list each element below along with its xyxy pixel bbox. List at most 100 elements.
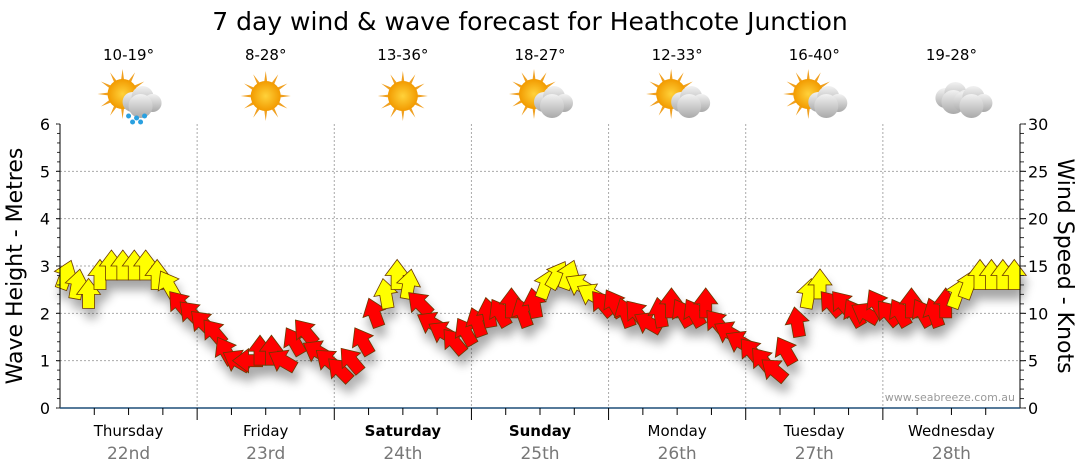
day-name: Tuesday — [783, 422, 845, 440]
y-axis-label: Wave Height - Metres — [3, 148, 28, 385]
wind-arrow — [784, 306, 810, 339]
wind-arrow — [761, 359, 790, 385]
raindrop — [134, 115, 140, 121]
day-date: 24th — [383, 444, 422, 464]
y2-tick-label: 0 — [1028, 399, 1038, 418]
sun-ray — [646, 92, 660, 96]
sun-icon — [240, 71, 291, 121]
sun-cloud-icon — [646, 69, 711, 119]
y2-tick-label: 25 — [1028, 162, 1048, 181]
wind-arrow — [328, 358, 355, 385]
day-temp: 10-19° — [103, 46, 154, 64]
day-name: Wednesday — [908, 422, 995, 440]
cloud-shape — [953, 86, 993, 118]
y-tick-label: 6 — [40, 115, 50, 134]
wind-arrow — [556, 259, 581, 292]
wind-arrow — [351, 327, 376, 358]
sun-ray — [806, 69, 811, 83]
cloud-puff — [959, 94, 984, 118]
day-date: 26th — [658, 444, 697, 464]
y-tick-label: 3 — [40, 257, 50, 276]
cloud-shape — [671, 86, 711, 118]
y2-tick-label: 15 — [1028, 257, 1048, 276]
cloud-puff — [540, 94, 564, 118]
day-temp: 13-36° — [377, 46, 428, 64]
y2-axis-label: Wind Speed - Knots — [1052, 158, 1077, 373]
sun-ray — [806, 105, 811, 119]
sun-icon — [377, 71, 428, 121]
y-tick-label: 0 — [40, 399, 50, 418]
day-temp: 18-27° — [514, 46, 565, 64]
sun-ray — [532, 105, 536, 119]
sun-ray — [97, 92, 111, 96]
watermark: www.seabreeze.com.au — [885, 391, 1015, 404]
wind-arrow — [373, 277, 399, 310]
y2-tick-label: 30 — [1028, 115, 1048, 134]
cloud-puff — [814, 94, 839, 118]
y-tick-label: 1 — [40, 352, 50, 371]
sun-ray — [669, 105, 673, 119]
raindrop — [142, 113, 148, 119]
cloud-puff — [128, 94, 153, 118]
sun-ray — [120, 105, 125, 119]
sun-ray — [263, 107, 268, 121]
day-temp: 12-33° — [652, 46, 703, 64]
sun-ray — [277, 94, 291, 98]
day-temp: 19-28° — [926, 46, 977, 64]
sun-disc — [250, 81, 281, 111]
raindrop — [126, 113, 132, 119]
wind-arrow — [362, 297, 387, 330]
wind-arrow — [64, 268, 90, 301]
wind-arrow — [340, 347, 366, 376]
sun-ray — [414, 94, 428, 98]
sun-ray — [120, 69, 125, 83]
day-name: Sunday — [509, 422, 572, 440]
sun-disc — [387, 81, 418, 111]
sun-ray — [263, 71, 268, 85]
day-name: Friday — [243, 422, 289, 440]
wind-arrow — [268, 349, 299, 374]
sun-ray — [509, 92, 523, 96]
sun-ray — [532, 69, 536, 83]
wind-arrow — [408, 292, 435, 319]
sun-ray — [240, 94, 254, 98]
cloud-puff — [677, 94, 702, 118]
day-date: 27th — [795, 444, 834, 464]
wind-arrow — [647, 296, 673, 329]
day-date: 23rd — [246, 444, 285, 464]
day-temp: 8-28° — [245, 46, 287, 64]
wind-arrow — [443, 328, 469, 357]
sun-ray — [783, 92, 797, 96]
sun-cloud-rain-icon — [97, 69, 162, 125]
y-tick-label: 5 — [40, 162, 50, 181]
sun-ray — [401, 107, 405, 121]
y2-tick-label: 20 — [1028, 210, 1048, 229]
day-date: 28th — [932, 444, 971, 464]
day-date: 25th — [520, 444, 559, 464]
cloud-shape — [534, 86, 573, 118]
sun-ray — [669, 69, 673, 83]
day-name: Saturday — [365, 422, 442, 440]
wind-arrow — [774, 336, 799, 367]
sun-cloud-icon — [509, 69, 573, 119]
raindrop — [138, 119, 144, 125]
sun-cloud-icon — [783, 69, 848, 119]
day-temp: 16-40° — [789, 46, 840, 64]
day-name: Thursday — [93, 422, 164, 440]
y-tick-label: 4 — [40, 210, 50, 229]
raindrop — [130, 119, 136, 125]
y-tick-label: 2 — [40, 304, 50, 323]
sun-ray — [401, 71, 405, 85]
day-name: Monday — [648, 422, 707, 440]
y2-tick-label: 5 — [1028, 352, 1038, 371]
day-date: 22nd — [107, 444, 150, 464]
chart-title: 7 day wind & wave forecast for Heathcote… — [212, 7, 848, 36]
y2-tick-label: 10 — [1028, 304, 1048, 323]
sun-ray — [377, 94, 391, 98]
wind-arrow — [295, 319, 320, 348]
cloud-icon — [935, 82, 993, 118]
cloud-shape — [122, 86, 162, 118]
cloud-shape — [808, 86, 848, 118]
